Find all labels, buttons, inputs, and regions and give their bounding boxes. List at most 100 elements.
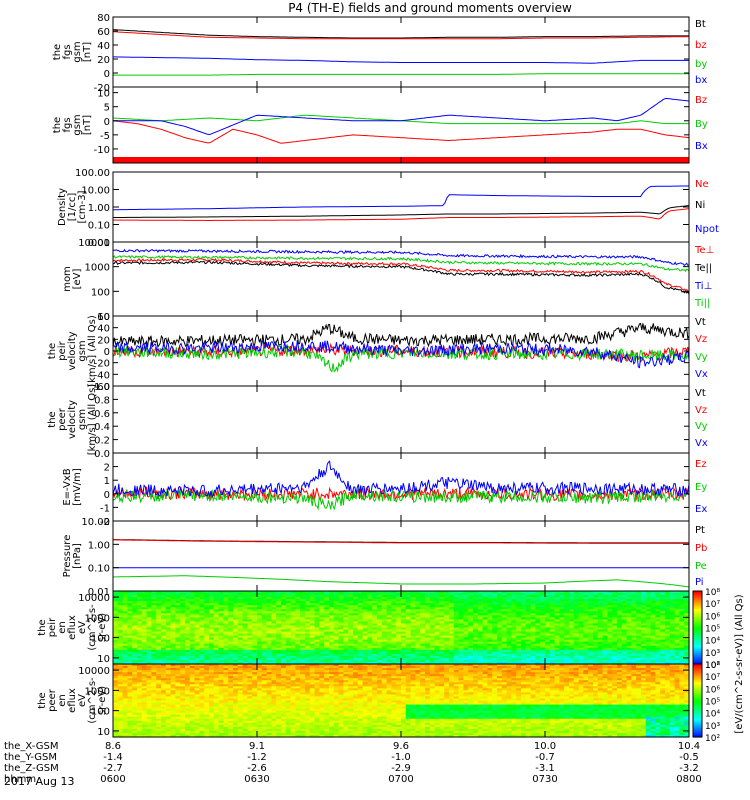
legend-vx: Vx (695, 438, 708, 449)
y-tick-label: -10 (94, 145, 110, 156)
legend-vt: Vt (695, 317, 706, 328)
y-tick-label: 0 (104, 69, 110, 80)
y-tick-label: 40 (97, 324, 110, 335)
x-axis-value: -2.9 (391, 763, 411, 774)
y-axis-label: E=-VxB[mV/m] (62, 468, 83, 506)
colorbar-2: 10⁸ 10⁷ 10⁶ 10⁵ 10⁴ 10³ 10² (692, 661, 720, 744)
colorbar-tick-label: 10³ (705, 722, 720, 732)
colorbar-tick-label: 10⁵ (705, 625, 720, 635)
panel-9: 10000 1000 100 10 thepeirenefluxeV(cm^2-s-sr… (37, 590, 690, 665)
y-tick-label: 10000 (78, 666, 110, 677)
legend-bz: Bz (695, 95, 707, 106)
legend-bx: bx (695, 75, 707, 86)
colorbar-tick-label: 10⁷ (705, 600, 720, 610)
legend-ti: Ti|| (694, 298, 710, 309)
series-line-pe (112, 575, 690, 588)
legend-ni: Ni (695, 200, 705, 211)
y-tick-label: 100 (91, 634, 110, 645)
y-tick-label: -40 (94, 370, 110, 381)
series-line-ne (113, 208, 690, 221)
y-tick-label: 60 (97, 312, 110, 323)
y-tick-label: 1 (104, 476, 110, 487)
colorbars: 10⁸10⁷10⁶10⁵10⁴10³10²10⁸10⁷10⁶10⁵10⁴10³1… (692, 588, 745, 744)
panel-5: Vt Vz Vy Vx 6040200-20-40-60thepeirvelocityg… (47, 312, 708, 393)
y-tick-label: 1000 (85, 686, 110, 697)
legend-ne: Ne (695, 179, 709, 190)
y-axis-label: Pressure[nPa] (62, 535, 83, 578)
y-tick-label: 20 (97, 335, 110, 346)
y-axis-label: thepeirvelocitygsm[km/s] (All Qs) (47, 315, 98, 387)
colorbar-tick-label: 10⁴ (705, 637, 720, 647)
colorbar-tick-label: 10³ (705, 649, 720, 659)
legend-bz: bz (695, 40, 707, 51)
y-tick-label: -1 (100, 503, 110, 514)
legend-pe: Pe (695, 561, 707, 572)
panel-8: Pt Pb Pe Pi 10.00 1.00 0.10 0.01 Pressure[nPa] (62, 517, 707, 598)
y-tick-label: 10 (97, 312, 110, 323)
x-axis-value: -3.2 (679, 763, 699, 774)
y-tick-label: 10 (97, 89, 110, 100)
x-axis-value: -0.7 (535, 752, 555, 763)
y-tick-label: 1000 (85, 263, 110, 274)
y-tick-label: 2 (104, 463, 110, 474)
y-axis-label: thepeervelocitygsm[km/s] (All Qs) (47, 384, 98, 456)
panel-frame (112, 86, 690, 164)
y-tick-label: 40 (97, 41, 110, 52)
x-axis-row-label: hhmm (4, 774, 36, 785)
panel-7: Ez Ey Ex 2 1 0 -1 -2 E=-VxB[mV/m] (62, 452, 707, 528)
colorbar-tick-label: 10⁷ (705, 673, 720, 683)
y-tick-label: 0.8 (94, 395, 110, 406)
y-tick-label: 0.4 (94, 422, 110, 433)
y-tick-label: 0 (104, 117, 110, 128)
colorbar-tick-label: 10² (705, 661, 720, 671)
series-line-ti (112, 255, 690, 273)
panel-6: Vt Vz Vy Vx 1.0 0.8 0.6 0.4 0.2 0.0thepeervelocit… (47, 382, 708, 460)
series-line-bt (112, 29, 689, 39)
x-axis-value: 0630 (244, 774, 269, 785)
y-tick-label: 0.6 (94, 409, 110, 420)
x-axis-value: -1.2 (247, 752, 267, 763)
legend-ti: Ti⊥ (694, 281, 712, 292)
legend-ey: Ey (695, 482, 707, 493)
colorbar-tick-label: 10² (705, 734, 720, 744)
x-axis-value: 10.0 (534, 741, 556, 752)
series-line-ey (112, 488, 690, 511)
series-line-ti (112, 248, 690, 267)
colorbar-tick-label: 10⁸ (705, 661, 720, 671)
y-tick-label: -20 (94, 83, 110, 94)
legend-pi: Pi (695, 577, 704, 588)
y-tick-label: 0.01 (88, 587, 110, 598)
legend-bx: Bx (695, 141, 708, 152)
y-tick-label: -2 (100, 517, 110, 528)
y-tick-label: -60 (94, 382, 110, 393)
panels: Btbzbybx806040200-20thefgsgsm[nT]BzByBx1… (37, 13, 719, 738)
y-tick-label: 1000 (85, 613, 110, 624)
y-tick-label: 0.10 (88, 221, 110, 232)
series-line-bx (113, 97, 690, 136)
x-axis-row-label: the_X-GSM (4, 741, 58, 752)
y-axis-label: thefgsgsm[nT] (52, 114, 93, 135)
y-tick-label: 1.0 (94, 382, 110, 393)
panel-3: Ne Ni Npot 100.00 10.00 1.00 0.10 0.01 Density[1… (57, 168, 719, 249)
y-tick-label: 1.00 (88, 203, 110, 214)
x-axis-row-label: the_Y-GSM (4, 752, 57, 763)
series-line-te (112, 260, 690, 295)
colorbar-tick-label: 10⁴ (705, 710, 720, 720)
y-tick-label: 100.00 (75, 168, 110, 179)
y-axis-label: Density[1/cc][cm-3] (57, 188, 88, 226)
y-tick-label: 5 (104, 103, 110, 114)
y-tick-label: 100 (91, 287, 110, 298)
y-tick-label: 10000 (78, 238, 110, 249)
x-axis-value: -3.1 (535, 763, 555, 774)
panel-frame (112, 171, 690, 243)
y-tick-label: 80 (97, 13, 110, 24)
y-tick-label: 100 (91, 707, 110, 718)
y-tick-label: 0.01 (88, 238, 110, 249)
y-axis-label: thepeerenefluxeV(cm^2-s-sr-eV) (37, 677, 108, 724)
y-tick-label: 0.10 (88, 564, 110, 575)
legend-te: Te⊥ (694, 245, 714, 256)
panel-1: Bt bz by bx 80 60 40 20 0 -20 thefgsgsm[nT] (52, 13, 707, 94)
date-label: 2017 Aug 13 (4, 775, 74, 788)
series-line-npot (113, 185, 690, 211)
